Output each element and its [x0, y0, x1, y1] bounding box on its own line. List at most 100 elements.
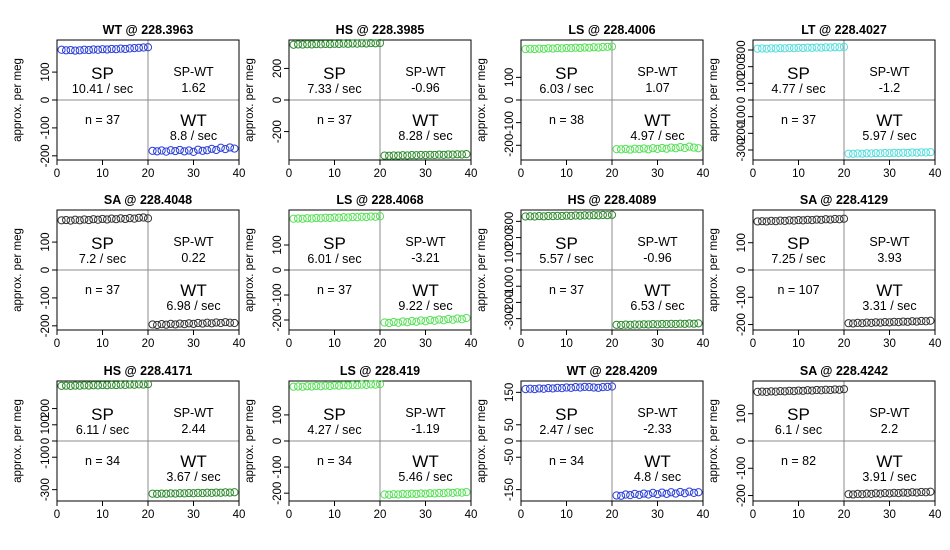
sp-point [839, 214, 849, 223]
wt-rate: 3.67 / sec [166, 470, 220, 484]
sp-point [102, 45, 112, 54]
sp-point [839, 385, 849, 394]
sp-point [139, 43, 148, 52]
x-tick-label: 30 [419, 338, 432, 350]
y-tick-label: -200 [736, 313, 748, 336]
x-tick-label: 0 [286, 168, 292, 180]
diff-value: 3.93 [877, 251, 901, 265]
wt-point [171, 489, 180, 498]
sp-point [598, 210, 608, 220]
wt-point [671, 489, 680, 498]
wt-label: WT [412, 111, 438, 130]
n-label: n = 37 [781, 113, 816, 127]
wt-point [184, 488, 194, 498]
sp-point [771, 387, 780, 396]
y-tick-label: 50 [504, 418, 516, 431]
sp-point [344, 39, 353, 48]
wt-point [844, 490, 853, 499]
wt-point [657, 488, 667, 497]
wt-point [876, 489, 885, 498]
y-tick-label: -100 [736, 286, 748, 309]
wt-label: WT [180, 452, 206, 471]
wt-point [148, 146, 157, 155]
sp-point [312, 381, 321, 391]
sp-point [585, 43, 594, 52]
wt-point [657, 143, 667, 153]
wt-point [453, 150, 462, 159]
sp-point [298, 214, 307, 223]
x-tick-label: 10 [96, 509, 109, 521]
sp-point [817, 215, 826, 224]
sp-point [84, 45, 93, 55]
wt-point [889, 488, 899, 497]
wt-point [912, 317, 921, 326]
wt-point [203, 318, 212, 327]
wt-point [685, 487, 694, 496]
n-label: n = 107 [777, 283, 819, 297]
diff-value: 0.22 [181, 251, 205, 265]
wt-rate: 3.31 / sec [862, 299, 916, 313]
sp-point [298, 382, 307, 391]
plot-title: LS @ 228.4068 [336, 193, 423, 207]
wt-point [849, 149, 858, 158]
x-tick-label: 0 [54, 509, 60, 521]
sp-point [603, 211, 612, 220]
sp-point [821, 385, 830, 394]
n-label: n = 38 [549, 113, 584, 127]
wt-point [621, 320, 630, 329]
wt-point [398, 489, 407, 499]
sp-point [75, 216, 84, 225]
wt-point [657, 319, 667, 329]
wt-point [216, 143, 225, 152]
y-tick-label: 100 [504, 244, 516, 263]
x-tick-label: 30 [651, 338, 664, 350]
y-tick-label: -150 [504, 478, 516, 501]
x-tick-label: 20 [838, 338, 851, 350]
wt-point [903, 148, 912, 157]
wt-point [421, 489, 430, 498]
sp-point [303, 40, 312, 49]
wt-point [198, 146, 207, 155]
wt-point [166, 489, 175, 498]
wt-point [853, 149, 862, 158]
wt-point [212, 488, 221, 497]
plot-title: LS @ 228.4006 [568, 23, 655, 37]
wt-point [398, 317, 407, 326]
diff-value: -2.33 [643, 422, 672, 436]
y-tick-label: 0 [736, 97, 748, 103]
wt-point [380, 318, 389, 327]
diff-value: -1.19 [411, 422, 440, 436]
sp-point [808, 215, 817, 225]
diff-label: SP-WT [405, 406, 446, 420]
diff-label: SP-WT [637, 406, 678, 420]
x-tick-label: 0 [518, 168, 524, 180]
wt-point [671, 319, 680, 329]
wt-point [880, 317, 890, 327]
wt-label: WT [412, 452, 438, 471]
wt-point [216, 318, 225, 328]
x-tick-label: 20 [606, 168, 619, 180]
y-tick-label: -100 [736, 105, 748, 128]
sp-point [762, 44, 771, 53]
wt-point [225, 143, 234, 152]
y-tick-label: 0 [504, 97, 516, 103]
wt-label: WT [644, 111, 670, 130]
y-tick-label: -200 [736, 484, 748, 507]
diff-label: SP-WT [869, 65, 910, 79]
wt-point [676, 319, 685, 328]
wt-point [671, 144, 680, 153]
sp-point [789, 386, 799, 396]
sp-point [107, 380, 116, 389]
y-tick-label: -50 [504, 449, 516, 466]
sp-rate: 6.11 / sec [76, 423, 129, 437]
wt-point [221, 318, 230, 327]
sp-point [98, 214, 107, 224]
wt-point [385, 151, 394, 160]
sp-point [821, 43, 830, 52]
wt-point [407, 151, 416, 160]
sp-point [307, 214, 316, 223]
diff-label: SP-WT [173, 235, 214, 249]
y-tick-label: 0 [272, 97, 284, 103]
wt-point [403, 490, 412, 499]
